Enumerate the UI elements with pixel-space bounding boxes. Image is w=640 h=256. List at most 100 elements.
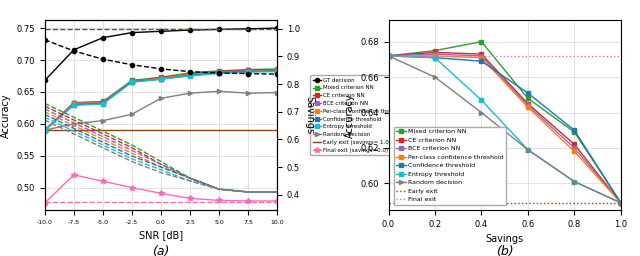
BCE criterion NN — [70, 102, 77, 105]
Legend: Mixed criterion NN, CE criterion NN, BCE criterion NN, Per-class confidence thre: Mixed criterion NN, CE criterion NN, BCE… — [394, 126, 506, 205]
Entropy threshold — [273, 70, 281, 73]
GT decision — [215, 28, 223, 31]
Per-class confidence threshold — [244, 70, 252, 73]
Mixed criterion NN — [385, 54, 392, 57]
Final exit (savings=0.0) — [186, 197, 194, 200]
BCE criterion NN — [128, 80, 136, 83]
Entropy threshold — [385, 54, 392, 57]
Final exit (savings=0.0) — [70, 173, 77, 176]
Confidence threshold — [157, 78, 164, 81]
BCE criterion NN — [41, 129, 49, 132]
Confidence threshold — [99, 102, 107, 105]
Entropy threshold — [99, 102, 107, 105]
Per-class confidence threshold — [617, 201, 625, 204]
Per-class confidence threshold — [186, 73, 194, 76]
Random decision — [385, 54, 392, 57]
Confidence threshold — [244, 70, 252, 73]
Final exit (savings=0.0) — [244, 199, 252, 202]
GT decision — [186, 28, 194, 31]
Per-class confidence threshold — [385, 54, 392, 57]
Mixed criterion NN — [99, 100, 107, 103]
Mixed criterion NN — [617, 201, 625, 204]
Entropy threshold — [186, 74, 194, 78]
GT decision — [273, 27, 281, 30]
Mixed criterion NN — [41, 129, 49, 132]
Random decision — [524, 148, 532, 151]
Confidence threshold — [617, 201, 625, 204]
Legend: GT decision, Mixed criterion NN, CE criterion NN, BCE criterion NN, Per-class co: GT decision, Mixed criterion NN, CE crit… — [310, 76, 409, 155]
BCE criterion NN — [617, 201, 625, 204]
Line: Random decision: Random decision — [43, 89, 279, 132]
Random decision — [431, 76, 439, 79]
Mixed criterion NN — [570, 131, 578, 134]
Line: Mixed criterion NN: Mixed criterion NN — [43, 67, 279, 132]
CE criterion NN — [41, 129, 49, 132]
CE criterion NN — [186, 72, 194, 76]
X-axis label: Savings: Savings — [486, 234, 524, 244]
Random decision — [41, 129, 49, 132]
Confidence threshold — [70, 103, 77, 106]
Mixed criterion NN — [128, 79, 136, 82]
Line: Per-class confidence threshold: Per-class confidence threshold — [43, 68, 279, 132]
Entropy threshold — [524, 148, 532, 151]
CE criterion NN — [157, 76, 164, 79]
Entropy threshold — [431, 56, 439, 59]
Random decision — [617, 201, 625, 204]
Confidence threshold — [273, 69, 281, 72]
Line: Entropy threshold: Entropy threshold — [43, 69, 279, 132]
Entropy threshold — [41, 129, 49, 132]
BCE criterion NN — [385, 54, 392, 57]
Random decision — [477, 111, 485, 114]
Random decision — [186, 92, 194, 95]
BCE criterion NN — [477, 54, 485, 57]
Line: Final exit (savings=0.0): Final exit (savings=0.0) — [42, 172, 280, 206]
Text: (b): (b) — [496, 246, 513, 256]
BCE criterion NN — [570, 146, 578, 150]
CE criterion NN — [244, 69, 252, 72]
Confidence threshold — [477, 60, 485, 63]
Final exit (savings=0.0) — [273, 199, 281, 202]
Mixed criterion NN — [70, 101, 77, 104]
Mixed criterion NN — [215, 69, 223, 72]
Random decision — [128, 113, 136, 116]
Random decision — [570, 180, 578, 183]
Line: BCE criterion NN: BCE criterion NN — [43, 68, 279, 132]
GT decision — [157, 30, 164, 33]
Entropy threshold — [70, 104, 77, 107]
Per-class confidence threshold — [128, 80, 136, 83]
Confidence threshold — [41, 129, 49, 132]
Mixed criterion NN — [157, 76, 164, 79]
Per-class confidence threshold — [215, 71, 223, 74]
Entropy threshold — [128, 81, 136, 84]
Y-axis label: Savings: Savings — [304, 96, 314, 134]
GT decision — [99, 36, 107, 39]
Random decision — [273, 91, 281, 94]
Per-class confidence threshold — [99, 101, 107, 104]
CE criterion NN — [99, 101, 107, 104]
Y-axis label: Accuracy: Accuracy — [1, 93, 11, 137]
CE criterion NN — [570, 143, 578, 146]
Early exit (savings= 1.0) — [157, 129, 164, 132]
Entropy threshold — [617, 201, 625, 204]
Line: Random decision: Random decision — [387, 54, 623, 205]
Confidence threshold — [385, 54, 392, 57]
GT decision — [41, 79, 49, 82]
Confidence threshold — [570, 129, 578, 132]
Line: GT decision: GT decision — [43, 26, 279, 82]
X-axis label: SNR [dB]: SNR [dB] — [139, 230, 183, 240]
Entropy threshold — [215, 72, 223, 75]
BCE criterion NN — [215, 71, 223, 74]
Per-class confidence threshold — [431, 54, 439, 57]
Final exit (savings=0.0) — [41, 201, 49, 205]
Final exit (savings=0.0) — [215, 199, 223, 202]
Mixed criterion NN — [186, 71, 194, 74]
CE criterion NN — [273, 68, 281, 71]
GT decision — [70, 48, 77, 51]
Line: Entropy threshold: Entropy threshold — [387, 54, 623, 205]
Confidence threshold — [128, 80, 136, 83]
Random decision — [244, 92, 252, 95]
CE criterion NN — [215, 70, 223, 73]
BCE criterion NN — [99, 101, 107, 104]
Confidence threshold — [431, 56, 439, 59]
BCE criterion NN — [157, 77, 164, 80]
